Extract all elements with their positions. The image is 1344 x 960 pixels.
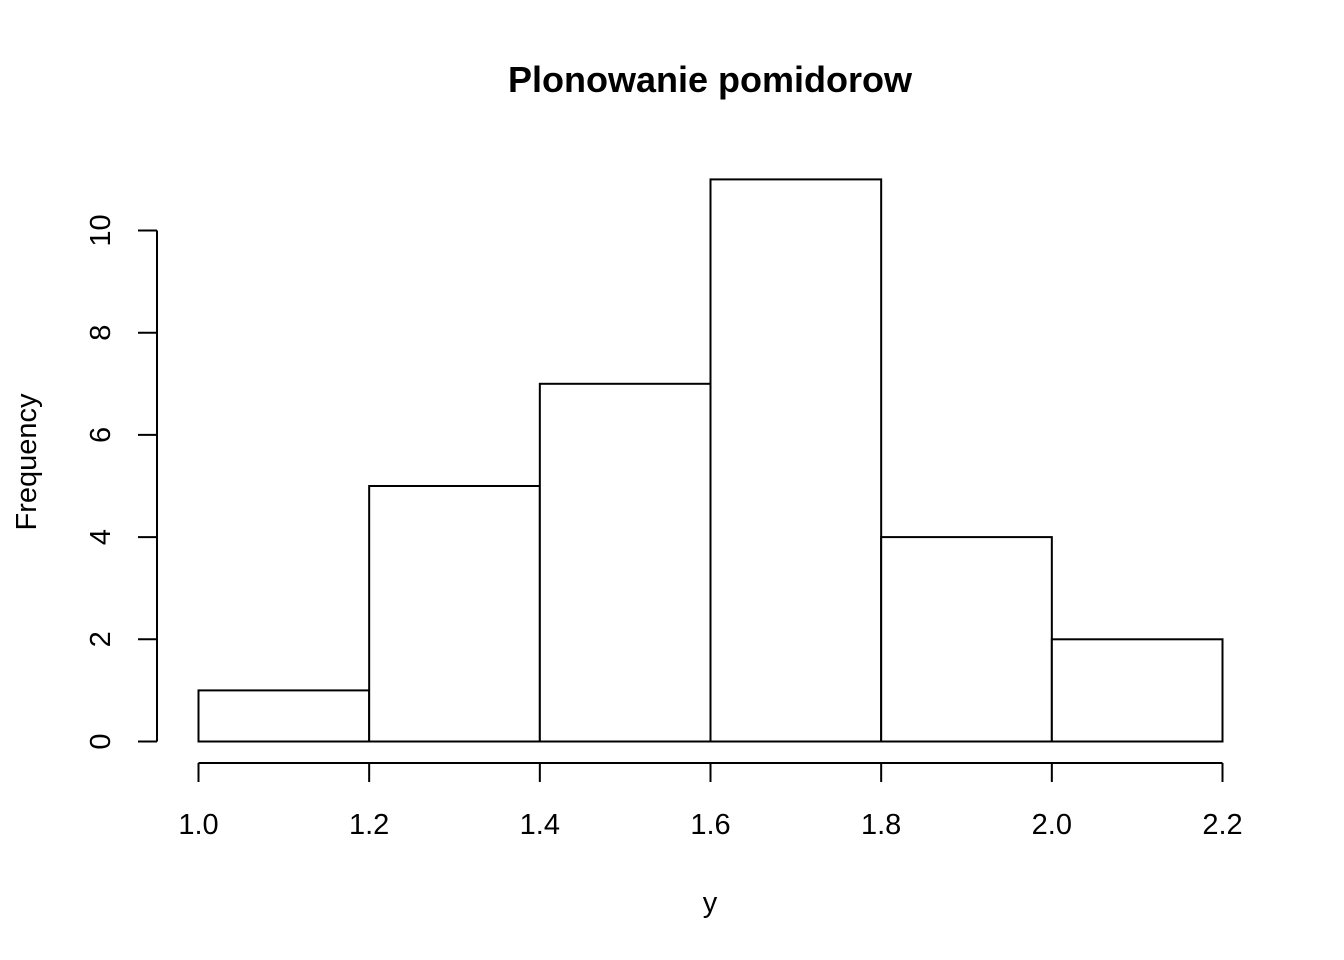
histogram-bar <box>197 689 371 743</box>
histogram-bar <box>368 485 541 743</box>
y-tick-label: 8 <box>85 325 117 341</box>
x-tick-label: 1.0 <box>178 809 218 841</box>
y-tick-label: 10 <box>85 214 117 246</box>
x-tick-label: 1.4 <box>520 809 560 841</box>
x-tick-label: 1.8 <box>861 809 901 841</box>
histogram-bar <box>1050 638 1224 743</box>
bars-group <box>197 178 1224 743</box>
y-tick-label: 6 <box>85 427 117 443</box>
histogram-bar <box>538 382 712 743</box>
x-axis: 1.0 1.2 1.4 1.6 1.8 2.0 2.2 <box>178 762 1243 841</box>
chart-title: Plonowanie pomidorow <box>508 59 913 100</box>
x-axis-title: y <box>703 887 718 919</box>
y-tick-label: 0 <box>85 733 117 749</box>
histogram-bar <box>880 536 1053 743</box>
x-tick-label: 2.2 <box>1202 809 1242 841</box>
histogram-bar <box>709 178 883 743</box>
y-axis: 0 2 4 6 8 10 <box>85 214 158 750</box>
y-axis-title: Frequency <box>11 393 43 531</box>
x-tick-label: 2.0 <box>1032 809 1072 841</box>
y-tick-label: 2 <box>85 631 117 647</box>
y-tick-label: 4 <box>85 529 117 545</box>
x-tick-label: 1.6 <box>690 809 730 841</box>
x-tick-label: 1.2 <box>349 809 389 841</box>
